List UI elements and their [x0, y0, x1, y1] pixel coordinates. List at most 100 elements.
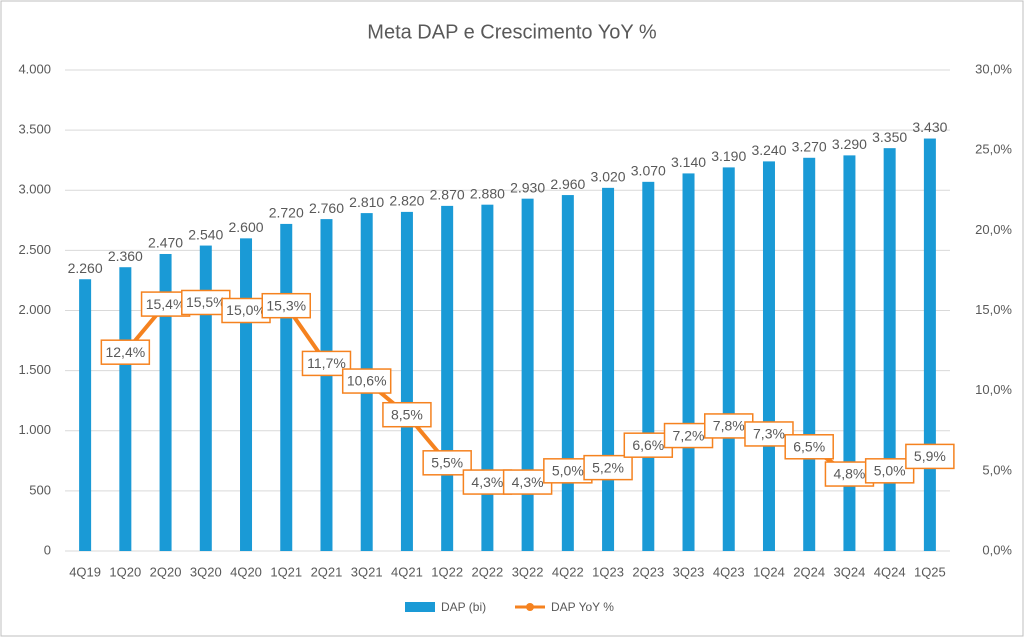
x-tick-label: 3Q21 [351, 564, 383, 579]
line-value-label: 15,0% [226, 302, 266, 318]
bar [481, 204, 494, 551]
line-value-label: 15,5% [186, 294, 226, 310]
y2-tick-label: 25,0% [975, 142, 1012, 157]
bar-value-label: 2.360 [108, 248, 143, 264]
legend-label: DAP (bi) [441, 600, 486, 614]
bar-value-label: 2.600 [228, 219, 263, 235]
bar-value-label: 3.430 [912, 119, 947, 135]
bar-value-label: 2.820 [389, 193, 424, 209]
line-value-label: 10,6% [347, 373, 387, 389]
x-tick-label: 1Q25 [914, 564, 946, 579]
bar [602, 187, 615, 551]
x-tick-label: 2Q23 [632, 564, 664, 579]
bar-value-label: 3.270 [792, 138, 827, 154]
bar [240, 238, 253, 551]
bar-value-label: 2.720 [269, 205, 304, 221]
value-label-box [100, 339, 151, 365]
bar [280, 223, 293, 552]
line-value-label: 15,4% [146, 296, 186, 312]
bar [722, 167, 735, 551]
bar-value-label: 2.870 [430, 187, 465, 203]
line-value-label: 4,8% [833, 466, 865, 482]
line-value-label: 5,0% [874, 463, 906, 479]
x-tick-label: 3Q20 [190, 564, 222, 579]
x-tick-label: 4Q24 [874, 564, 906, 579]
line-value-label: 6,6% [632, 437, 664, 453]
line-value-label: 5,2% [592, 459, 624, 475]
y-tick-label: 1.000 [18, 422, 51, 437]
x-tick-label: 1Q24 [753, 564, 785, 579]
y2-tick-label: 20,0% [975, 222, 1012, 237]
x-tick-label: 2Q21 [311, 564, 343, 579]
bar-value-label: 2.540 [188, 226, 223, 242]
y2-tick-label: 0,0% [982, 542, 1012, 557]
value-label-box [583, 454, 633, 481]
bar-value-label: 3.240 [751, 142, 786, 158]
legend-marker [526, 603, 534, 611]
x-tick-label: 3Q23 [673, 564, 705, 579]
y-tick-label: 3.500 [18, 122, 51, 137]
x-tick-label: 3Q22 [512, 564, 544, 579]
bar [79, 279, 92, 551]
bar-value-label: 2.260 [68, 260, 103, 276]
value-label-box [341, 368, 392, 394]
bar-value-label: 3.020 [591, 169, 626, 185]
line-value-label: 5,0% [552, 463, 584, 479]
x-tick-label: 2Q24 [793, 564, 825, 579]
bar [119, 267, 132, 551]
x-tick-label: 4Q19 [69, 564, 101, 579]
x-tick-label: 1Q22 [431, 564, 463, 579]
line-value-label: 11,7% [307, 355, 346, 371]
y2-tick-label: 15,0% [975, 302, 1012, 317]
bar [199, 245, 212, 551]
x-tick-label: 1Q20 [109, 564, 141, 579]
value-label-box [784, 434, 834, 460]
bar [762, 161, 775, 551]
line-value-label: 4,3% [471, 474, 503, 490]
x-tick-label: 1Q21 [270, 564, 302, 579]
bar-value-label: 3.290 [832, 136, 867, 152]
legend-label: DAP YoY % [551, 600, 614, 614]
legend-swatch [405, 602, 435, 612]
y2-tick-label: 10,0% [975, 382, 1012, 397]
bar-value-label: 2.470 [148, 235, 183, 251]
bar-value-label: 3.070 [631, 163, 666, 179]
y-tick-label: 1.500 [18, 362, 51, 377]
y-tick-label: 500 [29, 482, 51, 497]
bar-value-label: 2.960 [550, 176, 585, 192]
y2-tick-label: 30,0% [975, 61, 1012, 76]
y2-tick-label: 5,0% [982, 462, 1012, 477]
x-tick-label: 2Q22 [471, 564, 503, 579]
y-tick-label: 2.500 [18, 242, 51, 257]
value-label-box [382, 401, 432, 428]
line-value-label: 12,4% [105, 344, 145, 360]
bar [923, 138, 936, 552]
x-tick-label: 2Q20 [150, 564, 182, 579]
bar [159, 253, 172, 552]
line-value-label: 4,3% [512, 474, 544, 490]
bar-value-label: 2.930 [510, 179, 545, 195]
bar-value-label: 3.350 [872, 129, 907, 145]
line-value-label: 15,3% [266, 297, 306, 313]
line-value-label: 5,5% [431, 455, 463, 471]
bar [521, 198, 534, 552]
x-tick-label: 4Q23 [713, 564, 745, 579]
bar [441, 205, 454, 551]
x-tick-label: 4Q22 [552, 564, 584, 579]
line-value-label: 7,2% [673, 427, 705, 443]
bar-value-label: 2.760 [309, 200, 344, 216]
line-value-label: 7,3% [753, 426, 785, 442]
bar [843, 155, 856, 551]
bar [883, 148, 896, 551]
y-tick-label: 0 [44, 542, 51, 557]
y-tick-label: 3.000 [18, 182, 51, 197]
bar-value-label: 3.190 [711, 148, 746, 164]
y-tick-label: 4.000 [18, 61, 51, 76]
chart-title: Meta DAP e Crescimento YoY % [367, 21, 657, 43]
line-value-label: 7,8% [713, 418, 745, 434]
bar [803, 157, 816, 551]
bar [561, 195, 574, 551]
x-tick-label: 4Q20 [230, 564, 262, 579]
